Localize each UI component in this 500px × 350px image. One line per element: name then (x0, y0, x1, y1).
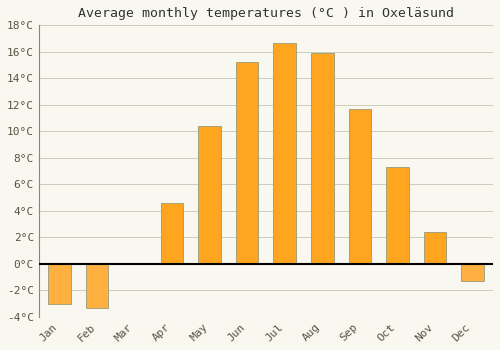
Bar (236, 62, 258, 264)
Bar (86, 264, 108, 308)
Bar (198, 126, 221, 264)
Title: Average monthly temperatures (°C ) in Oxeläsund: Average monthly temperatures (°C ) in Ox… (78, 7, 454, 20)
Bar (348, 109, 371, 264)
Bar (48, 264, 70, 303)
Bar (461, 264, 483, 281)
Bar (386, 167, 408, 264)
Bar (311, 53, 334, 264)
Bar (424, 232, 446, 264)
Bar (161, 203, 184, 264)
Bar (274, 42, 296, 264)
